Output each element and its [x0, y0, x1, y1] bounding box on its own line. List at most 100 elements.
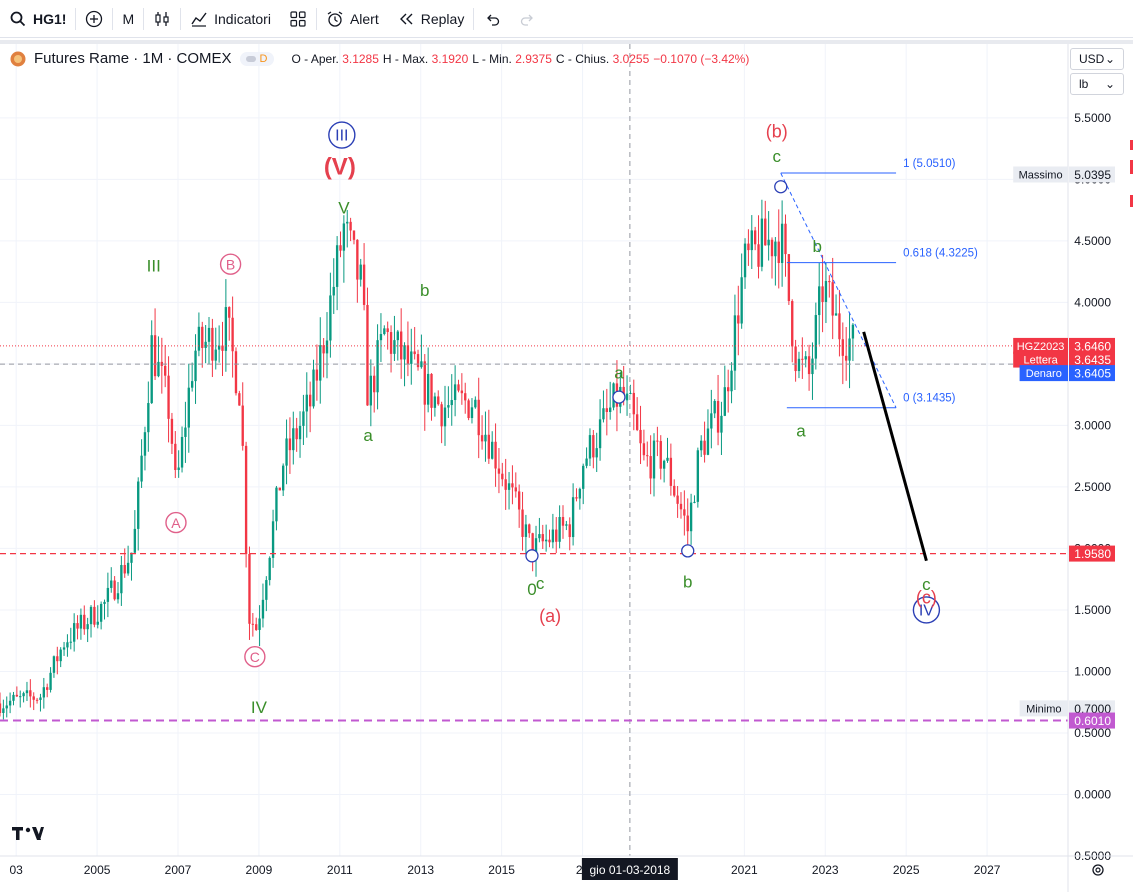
- candle: [376, 340, 379, 393]
- rewind-icon: [399, 13, 413, 24]
- wave-label: (c): [916, 588, 937, 608]
- chart-type-button[interactable]: [144, 0, 180, 38]
- layouts-button[interactable]: [280, 0, 316, 38]
- candle: [551, 529, 555, 543]
- price-tag-title-bg: [1019, 365, 1068, 382]
- replay-button[interactable]: Replay: [388, 0, 474, 38]
- ohlc-values: O - Aper. 3.1285 H - Max. 3.1920 L - Min. …: [292, 52, 750, 66]
- candle: [727, 387, 730, 392]
- ohlc-value: 3.1285: [342, 51, 379, 66]
- crosshair-date-bg: [581, 858, 678, 880]
- candle: [770, 239, 774, 257]
- candle: [548, 539, 551, 543]
- candle: [457, 384, 460, 391]
- price-tick-label: 2.5000: [1074, 480, 1111, 494]
- ohlc-value: 3.0255: [612, 51, 650, 66]
- candle: [167, 375, 170, 419]
- candle: [177, 467, 180, 470]
- candle: [666, 457, 669, 461]
- candle: [686, 515, 689, 532]
- candle: [315, 369, 319, 381]
- delay-badge: D: [259, 52, 268, 65]
- alert-button[interactable]: Alert: [317, 0, 388, 38]
- candle: [807, 356, 811, 375]
- candle: [106, 587, 110, 602]
- pivot-marker: [525, 549, 539, 563]
- candle: [818, 286, 821, 316]
- candle: [491, 441, 494, 459]
- wave-circle-label: III: [335, 128, 348, 145]
- candle: [848, 338, 851, 361]
- price-tick-label: 5.5000: [1074, 111, 1111, 125]
- candle: [497, 468, 501, 474]
- price-tag-value: 0.7000: [1074, 702, 1111, 716]
- time-tick-label: 2007: [165, 863, 192, 877]
- candle: [851, 324, 855, 339]
- candle: [484, 434, 487, 442]
- grid-layout-icon: [290, 10, 306, 27]
- data-status-pill[interactable]: D: [239, 51, 274, 66]
- candle: [625, 393, 629, 401]
- undo-button[interactable]: [474, 0, 510, 38]
- candle: [170, 418, 174, 444]
- interval-button[interactable]: M: [113, 0, 143, 38]
- candle: [531, 533, 534, 560]
- candle: [150, 335, 153, 404]
- candle: [157, 361, 160, 377]
- candle: [528, 524, 531, 534]
- candle: [585, 458, 588, 466]
- symbol-search[interactable]: HG1!: [0, 0, 75, 38]
- currency-select[interactable]: USD ⌄: [1070, 48, 1124, 70]
- candle: [794, 346, 797, 372]
- candle: [844, 355, 848, 361]
- redo-button[interactable]: [510, 0, 546, 38]
- price-tag-value: 1.9580: [1074, 547, 1111, 561]
- price-tag-title: HGZ2023: [1017, 341, 1065, 353]
- candle: [295, 428, 298, 440]
- candle: [426, 373, 430, 405]
- candle: [379, 334, 383, 341]
- candle: [228, 307, 231, 318]
- price-tag-value: 3.6405: [1074, 367, 1111, 381]
- candle: [83, 614, 86, 630]
- ohlc-label: C - Chius.: [555, 51, 613, 66]
- candles-layer: [0, 199, 855, 720]
- candle: [683, 509, 686, 516]
- candle: [79, 614, 83, 629]
- time-tick-label: 2025: [893, 863, 920, 877]
- candle: [777, 241, 780, 264]
- candle: [180, 436, 184, 468]
- candle: [255, 624, 258, 630]
- candle: [123, 565, 126, 574]
- alarm-clock-icon: [327, 10, 343, 27]
- unit-select[interactable]: lb ⌄: [1070, 73, 1124, 95]
- wave-label: (b): [766, 121, 788, 141]
- candle: [710, 413, 713, 429]
- candle: [0, 703, 2, 713]
- ohlc-label: H - Max.: [382, 51, 432, 66]
- candle: [217, 345, 221, 350]
- wave-label: a: [614, 363, 624, 382]
- compare-button[interactable]: [76, 0, 112, 38]
- candle: [359, 264, 362, 280]
- top-toolbar: HG1! M Indicatori Alert Replay: [0, 0, 1133, 38]
- price-tag: [1069, 712, 1115, 729]
- candle: [8, 700, 12, 706]
- candle: [659, 441, 662, 469]
- ohlc-label: O - Aper.: [291, 51, 343, 66]
- indicators-button[interactable]: Indicatori: [181, 0, 280, 38]
- candle: [578, 488, 582, 499]
- gear-icon[interactable]: [1090, 862, 1106, 878]
- candle: [811, 358, 814, 375]
- candle: [703, 440, 706, 455]
- candle: [103, 601, 106, 604]
- candle: [406, 345, 410, 364]
- redo-icon: [521, 14, 534, 26]
- price-tag-title: Massimo: [1019, 169, 1063, 181]
- candle: [679, 503, 683, 510]
- candle: [241, 405, 244, 446]
- candle: [72, 623, 76, 642]
- candle: [804, 356, 807, 360]
- candle: [133, 528, 137, 553]
